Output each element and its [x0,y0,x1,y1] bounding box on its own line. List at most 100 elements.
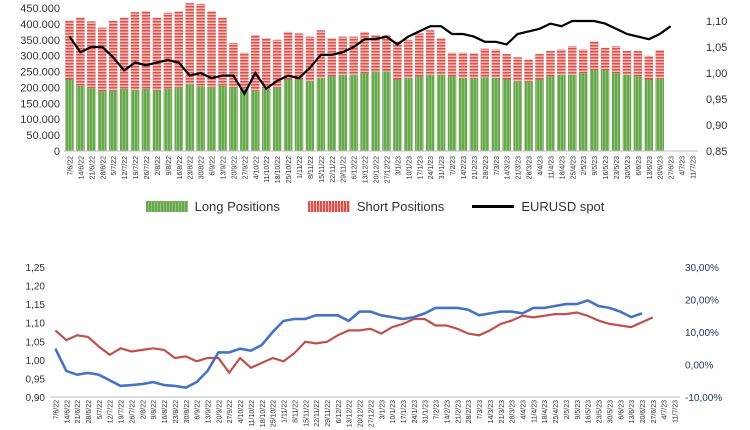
long-bar [568,74,577,151]
long-bar [316,77,326,151]
short-bar [633,50,643,77]
short-bar [272,39,282,88]
x-tick-label: 16/8/22 [177,156,184,179]
long-bar [163,89,173,151]
legend-short-label: Short Positions [356,198,445,214]
x-tick-label: 6/6/23 [618,400,625,420]
y-tick-left: 1,15 [26,300,46,311]
x-tick-label: 19/7/22 [119,400,126,423]
x-tick-label: 16/5/23 [603,156,610,179]
long-bar [611,73,621,151]
short-bar [578,49,588,74]
x-tick-label: 9/5/23 [575,400,582,420]
short-bar [349,36,358,75]
x-tick-label: 25/10/22 [271,400,278,427]
x-tick-label: 7/2/23 [434,400,441,420]
long-bar [589,69,599,151]
short-bar [447,52,457,77]
x-tick-label: 24/1/23 [428,156,435,179]
y-tick-left: 400.000 [20,19,60,31]
short-bar [611,46,621,74]
x-tick-label: 15/11/22 [303,400,310,427]
x-tick-label: 19/7/22 [133,156,140,179]
x-tick-label: 20/12/22 [374,156,381,183]
short-bar [305,36,315,82]
short-bar [294,33,304,80]
long-bar [65,79,74,151]
long-bar [524,81,533,151]
short-bar [393,41,402,80]
x-tick-label: 6/6/23 [636,156,643,176]
y-tick-right: 30,00% [685,263,719,274]
x-tick-label: 4/10/22 [253,156,260,179]
x-tick-label: 21/6/22 [89,156,96,179]
y-tick-right: 0,90 [706,120,727,132]
x-tick-label: 20/6/23 [658,156,665,179]
short-bar [87,21,96,89]
x-tick-label: 28/6/22 [86,400,93,423]
x-tick-label: 27/6/23 [651,400,658,423]
long-bar [130,89,140,151]
x-tick-label: 10/1/23 [406,156,413,179]
short-bar [108,20,118,91]
legend-eurusd-label: EURUSD spot [521,198,605,214]
long-bar [633,76,643,151]
x-tick-label: 7/3/23 [477,400,484,420]
short-bar [338,36,348,75]
long-bar [382,71,391,151]
x-tick-label: 30/5/23 [625,156,632,179]
x-tick-label: 24/1/23 [412,400,419,423]
x-tick-label: 13/9/22 [206,400,213,423]
x-tick-label: 23/5/23 [597,400,604,423]
x-tick-label: 13/6/23 [647,156,654,179]
y-tick-left: 0 [54,146,60,158]
legend-long-swatch [145,200,188,212]
short-bar [655,49,665,79]
long-bar [480,77,490,151]
long-bar [436,74,446,151]
short-bar [163,12,173,90]
x-tick-label: 20/9/22 [231,156,238,179]
y-tick-left: 1,05 [26,337,46,348]
y-tick-left: 150.000 [20,98,60,110]
x-tick-label: 14/6/22 [78,156,85,179]
x-tick-label: 9/5/23 [592,156,599,176]
short-bar [458,52,468,78]
x-tick-label: 12/7/22 [122,156,129,179]
long-bar [644,79,654,151]
x-tick-label: 30/8/22 [184,400,191,423]
long-bar [338,74,348,151]
x-tick-label: 4/7/23 [680,156,687,176]
short-bar [436,38,446,75]
y-tick-right: 10,00% [685,328,719,339]
x-tick-label: 22/11/22 [330,156,337,183]
x-tick-label: 30/5/23 [607,400,614,423]
x-tick-label: 27/9/22 [242,156,249,179]
x-tick-label: 6/9/22 [210,156,217,176]
long-bar [305,81,315,151]
long-bar [557,74,566,151]
x-tick-label: 2/8/22 [155,156,162,176]
x-tick-label: 14/3/23 [505,156,512,179]
x-tick-label: 11/4/23 [531,400,538,423]
x-tick-label: 11/10/22 [249,400,256,427]
x-tick-label: 14/3/23 [488,400,495,423]
long-bar [108,90,118,151]
x-tick-label: 28/2/23 [483,156,490,179]
short-bar [65,20,74,80]
short-bar [469,53,479,79]
x-tick-label: 13/9/22 [221,156,228,179]
x-tick-label: 5/7/22 [111,156,118,176]
x-tick-label: 2/5/23 [564,400,571,420]
y-tick-right: 1,00 [706,68,727,80]
short-bar [491,49,501,78]
x-tick-label: 20/12/22 [358,400,365,427]
long-bar [349,74,358,151]
long-bar [283,79,293,151]
x-tick-label: 17/1/23 [417,156,424,179]
legend-short-swatch [307,200,350,212]
x-tick-label: 23/5/23 [614,156,621,179]
x-tick-label: 13/12/22 [363,156,370,183]
x-tick-label: 6/9/22 [195,400,202,420]
x-tick-label: 16/5/23 [586,400,593,423]
